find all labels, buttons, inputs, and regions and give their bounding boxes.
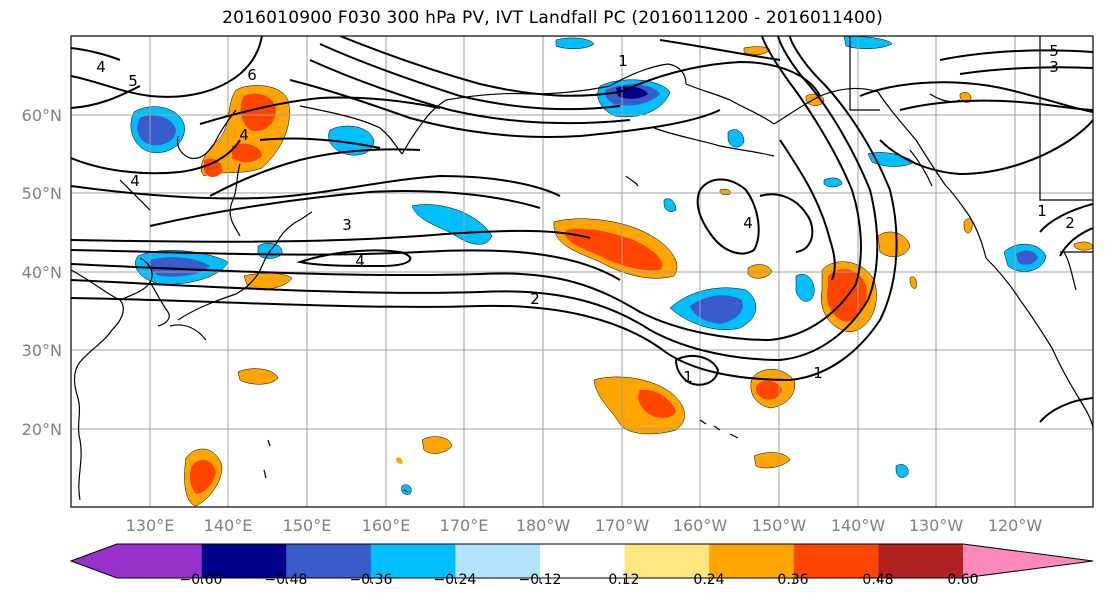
colorbar-segment [286, 544, 372, 578]
contour-label: 4 [96, 58, 106, 76]
colorbar-tick-label: −0.48 [265, 572, 308, 588]
contour-label: 1 [618, 52, 628, 70]
graticule [71, 36, 1093, 507]
contour-label: 3 [342, 216, 352, 234]
colorbar-segment [117, 544, 202, 578]
colorbar-tick-label: 0.36 [777, 572, 808, 588]
colorbar-tick-labels: −0.60 −0.48 −0.36 −0.24 −0.12 0.12 0.24 … [180, 572, 979, 588]
contour-label: 1 [1037, 202, 1047, 220]
colorbar-tick-label: −0.12 [519, 572, 562, 588]
lon-label: 140°W [831, 516, 886, 535]
colorbar-tick-label: 0.12 [608, 572, 639, 588]
lon-label: 140°E [204, 516, 253, 535]
contour-label: 4 [130, 172, 140, 190]
lat-label: 20°N [22, 420, 62, 439]
contour-label: 6 [247, 66, 257, 84]
colorbar-segments [69, 543, 1094, 579]
lat-label: 30°N [22, 341, 62, 360]
contour-label: 2 [530, 290, 540, 308]
colorbar-segment [455, 544, 541, 578]
colorbar-segment [624, 544, 710, 578]
colorbar-tick-label: −0.60 [180, 572, 223, 588]
contour-label: 4 [239, 126, 249, 144]
lat-label: 50°N [22, 184, 62, 203]
lon-label: 120°W [988, 516, 1043, 535]
lon-label: 150°E [283, 516, 332, 535]
contour-label: 1 [813, 364, 823, 382]
lon-label: 160°E [362, 516, 411, 535]
lat-label: 40°N [22, 263, 62, 282]
map-title: 2016010900 F030 300 hPa PV, IVT Landfall… [222, 8, 883, 28]
contour-label: 2 [1065, 214, 1075, 232]
contour-label: 5 [1049, 42, 1059, 60]
colorbar-segment [793, 544, 879, 578]
colorbar-extend-min [71, 544, 117, 578]
contour-labels: 1 1 1 1 2 2 3 3 4 4 4 4 4 5 5 6 [96, 42, 1075, 386]
lon-label: 170°W [595, 516, 650, 535]
pv-contours [71, 36, 1093, 423]
colorbar-extend-max [963, 544, 1093, 578]
contour-label: 4 [355, 252, 365, 270]
colorbar-tick-label: 0.48 [862, 572, 893, 588]
colorbar-tick-label: 0.60 [947, 572, 978, 588]
colorbar-segment [540, 544, 626, 578]
latitude-labels: 60°N 50°N 40°N 30°N 20°N [22, 106, 62, 439]
colorbar-segment [370, 544, 456, 578]
lon-label: 170°E [440, 516, 489, 535]
contour-label: 3 [1049, 58, 1059, 76]
colorbar-segment [878, 544, 964, 578]
colorbar-outline [69, 543, 1094, 579]
lon-label: 150°W [752, 516, 807, 535]
contour-label: 5 [128, 72, 138, 90]
lon-label: 130°E [126, 516, 175, 535]
coastlines [71, 36, 1093, 501]
colorbar-tick-label: 0.24 [693, 572, 724, 588]
lon-label: 130°W [909, 516, 964, 535]
contour-label: 4 [743, 214, 753, 232]
colorbar-segment [201, 544, 287, 578]
longitude-labels: 130°E 140°E 150°E 160°E 170°E 180°W 170°… [126, 516, 1043, 535]
map-frame [70, 35, 1094, 508]
colorbar-tick-label: −0.36 [350, 572, 393, 588]
lat-label: 60°N [22, 106, 62, 125]
contour-label: 1 [683, 368, 693, 386]
colorbar-tick-label: −0.24 [434, 572, 477, 588]
colorbar-ticks [201, 578, 964, 583]
lon-label: 160°W [673, 516, 728, 535]
lon-label: 180°W [516, 516, 571, 535]
colorbar-segment [709, 544, 795, 578]
